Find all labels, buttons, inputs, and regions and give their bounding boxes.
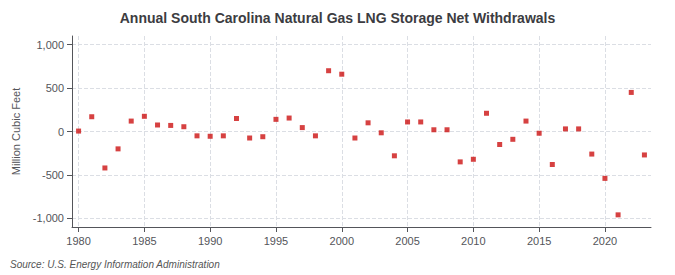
svg-text:1980: 1980 (66, 235, 90, 247)
svg-text:Source: U.S. Energy Informatio: Source: U.S. Energy Information Administ… (10, 259, 220, 270)
svg-text:-1,000: -1,000 (33, 212, 64, 224)
svg-text:2010: 2010 (461, 235, 485, 247)
svg-text:1990: 1990 (198, 235, 222, 247)
svg-text:0: 0 (58, 126, 64, 138)
svg-text:2000: 2000 (330, 235, 354, 247)
svg-text:1995: 1995 (264, 235, 288, 247)
svg-text:500: 500 (46, 82, 64, 94)
svg-text:2015: 2015 (527, 235, 551, 247)
svg-text:1,000: 1,000 (36, 39, 64, 51)
svg-text:1985: 1985 (132, 235, 156, 247)
svg-text:-500: -500 (42, 169, 64, 181)
svg-text:Million Cubic Feet: Million Cubic Feet (10, 88, 22, 175)
svg-text:Annual South Carolina Natural: Annual South Carolina Natural Gas LNG St… (120, 10, 556, 26)
svg-text:2005: 2005 (395, 235, 419, 247)
svg-text:2020: 2020 (593, 235, 617, 247)
